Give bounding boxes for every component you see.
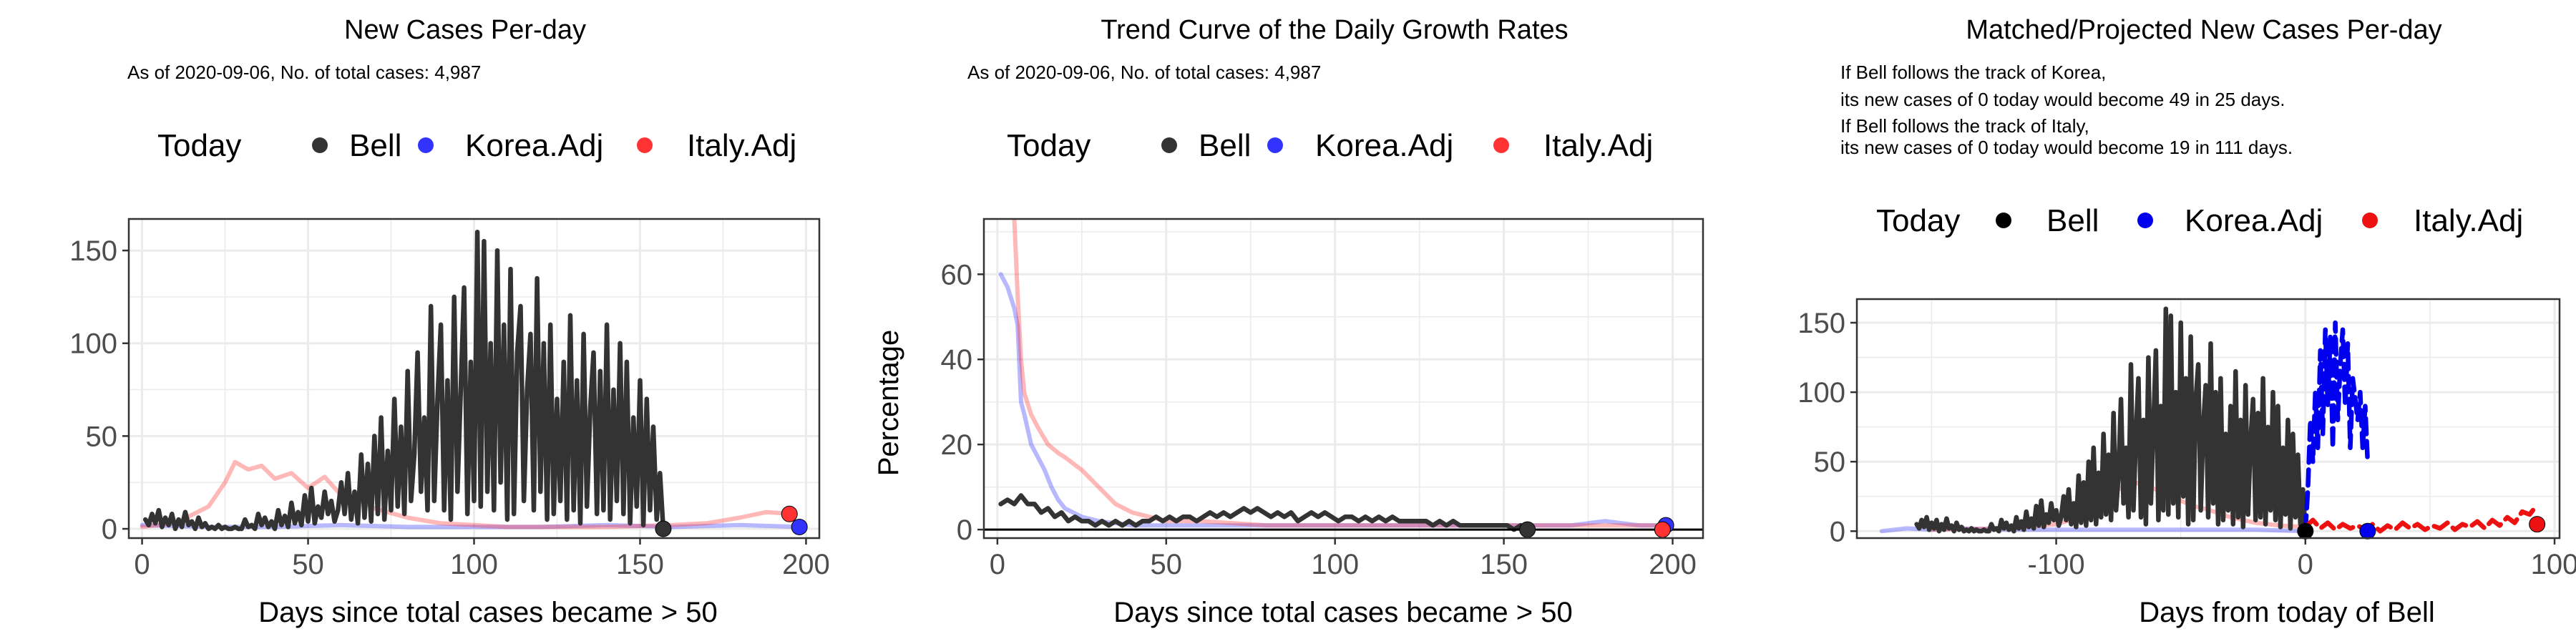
chart-1-x-tick-label: 0 xyxy=(134,549,150,580)
chart-2-legend-bell-key xyxy=(1161,137,1177,153)
chart-2-legend-bell-label: Bell xyxy=(1199,128,1251,163)
chart-1-y-tick-label: 0 xyxy=(102,514,117,545)
chart-2-series-group xyxy=(998,219,1672,532)
chart-1-title: New Cases Per-day xyxy=(344,15,586,45)
chart-1-subtitle: As of 2020-09-06, No. of total cases: 4,… xyxy=(127,62,481,83)
chart-2-title: Trend Curve of the Daily Growth Rates xyxy=(1101,15,1568,45)
chart-3-y-tick-label: 0 xyxy=(1830,516,1845,547)
chart-3-series-group xyxy=(1879,306,2540,534)
chart-3-legend-italy-key xyxy=(2362,213,2378,228)
chart-3-subtitle-line-1: If Bell follows the track of Korea, xyxy=(1840,62,2106,83)
chart-3-series-bell-line xyxy=(1914,306,2308,534)
chart-3-x-tick-label: 100 xyxy=(2531,549,2576,580)
chart-1-legend-italy-key xyxy=(637,137,653,153)
chart-1-x-tick-label: 100 xyxy=(450,549,498,580)
chart-1-series-group xyxy=(140,229,802,532)
chart-1-legend-bell-key xyxy=(312,137,328,153)
chart-3-x-tick-label: -100 xyxy=(2028,549,2085,580)
chart-2-y-tick-label: 60 xyxy=(941,259,973,291)
chart-3-today-point-italy-proj xyxy=(2529,516,2546,533)
chart-2-plot: 0 50 100 150 200 0 20 40 60 xyxy=(941,218,1704,580)
chart-1-legend-korea-label: Korea.Adj xyxy=(465,128,603,163)
chart-1-x-tick-label: 150 xyxy=(616,549,664,580)
chart-1-x-axis-label: Days since total cases became > 50 xyxy=(258,597,717,628)
chart-2-today-point-bell xyxy=(1519,521,1536,538)
chart-2-x-tick-label: 50 xyxy=(1151,549,1183,580)
chart-2-legend-italy-label: Italy.Adj xyxy=(1543,128,1653,163)
chart-2-series-bell-line xyxy=(998,493,1530,532)
chart-2-y-axis-label: Percentage xyxy=(873,330,904,477)
chart-2-legend-italy-key xyxy=(1493,137,1509,153)
chart-1-today-point-korea xyxy=(791,518,808,535)
chart-2-legend-korea-key xyxy=(1267,137,1283,153)
chart-2-y-tick-label: 40 xyxy=(941,344,973,376)
chart-3-series-korea-proj-line xyxy=(2303,320,2371,534)
chart-2-y-tick-label: 20 xyxy=(941,429,973,461)
chart-3-panel-border xyxy=(1855,298,2561,540)
chart-3-legend-bell-label: Bell xyxy=(2046,203,2099,238)
chart-3-x-tick-label: 0 xyxy=(2298,549,2313,580)
chart-3-y-tick-label: 50 xyxy=(1814,447,1846,478)
chart-3-legend: Today Bell Korea.Adj Italy.Adj xyxy=(1876,203,2523,238)
chart-1-legend-italy-label: Italy.Adj xyxy=(687,128,796,163)
chart-2: Trend Curve of the Daily Growth Rates As… xyxy=(873,15,1704,628)
chart-2-x-tick-label: 100 xyxy=(1311,549,1359,580)
chart-3-legend-korea-key xyxy=(2137,213,2153,228)
chart-2-series-korea-line xyxy=(998,272,1672,528)
chart-3-y-tick-label: 150 xyxy=(1797,308,1845,339)
chart-3-plot: -100 0 100 0 50 100 150 xyxy=(1797,298,2576,580)
chart-3-today-point-bell-proj xyxy=(2297,522,2314,540)
chart-1-plot: 0 50 100 150 200 0 50 100 150 xyxy=(69,218,830,580)
chart-2-legend-korea-label: Korea.Adj xyxy=(1315,128,1453,163)
chart-3-legend-bell-key xyxy=(1996,213,2011,228)
chart-1-y-tick-label: 150 xyxy=(69,235,117,267)
chart-2-legend: Today Bell Korea.Adj Italy.Adj xyxy=(1007,128,1653,163)
chart-3-series-korea-line xyxy=(1879,526,2308,534)
chart-1-x-tick-label: 50 xyxy=(292,549,324,580)
chart-3-subtitle-line-2: its new cases of 0 today would become 49… xyxy=(1840,89,2285,110)
chart-3: Matched/Projected New Cases Per-day If B… xyxy=(1797,15,2576,628)
chart-3-legend-italy-label: Italy.Adj xyxy=(2414,203,2523,238)
chart-1-series-bell-line xyxy=(142,229,666,532)
chart-1-legend: Today Bell Korea.Adj Italy.Adj xyxy=(157,128,796,163)
chart-2-x-axis-label: Days since total cases became > 50 xyxy=(1113,597,1572,628)
chart-2-legend-title: Today xyxy=(1007,128,1091,163)
chart-1-x-tick-label: 200 xyxy=(782,549,830,580)
chart-1-today-point-italy xyxy=(781,505,798,522)
chart-2-panel-border xyxy=(982,218,1704,540)
chart-2-today-point-italy xyxy=(1654,521,1671,538)
chart-3-series-italy-proj-line xyxy=(2303,502,2540,534)
chart-1-legend-bell-label: Bell xyxy=(349,128,401,163)
chart-3-title: Matched/Projected New Cases Per-day xyxy=(1966,15,2441,45)
chart-2-y-tick-label: 0 xyxy=(957,514,972,546)
chart-1: New Cases Per-day As of 2020-09-06, No. … xyxy=(69,15,830,628)
chart-2-series-italy-line xyxy=(1012,219,1672,528)
chart-1-legend-title: Today xyxy=(157,128,241,163)
chart-2-x-tick-label: 200 xyxy=(1649,549,1697,580)
chart-2-x-tick-label: 0 xyxy=(990,549,1005,580)
chart-1-y-tick-label: 50 xyxy=(86,421,118,452)
chart-2-subtitle: As of 2020-09-06, No. of total cases: 4,… xyxy=(967,62,1321,83)
chart-3-today-point-korea-proj xyxy=(2359,522,2376,540)
chart-1-panel-border xyxy=(127,218,821,540)
chart-3-legend-title: Today xyxy=(1876,203,1960,238)
chart-3-subtitle-line-4: its new cases of 0 today would become 19… xyxy=(1840,137,2293,158)
chart-2-x-tick-label: 150 xyxy=(1480,549,1528,580)
chart-3-subtitle-line-3: If Bell follows the track of Italy, xyxy=(1840,115,2089,137)
chart-3-y-tick-label: 100 xyxy=(1797,377,1845,409)
chart-3-legend-korea-label: Korea.Adj xyxy=(2185,203,2323,238)
chart-3-x-axis-label: Days from today of Bell xyxy=(2139,597,2435,628)
chart-1-legend-korea-key xyxy=(418,137,434,153)
chart-1-today-point-bell xyxy=(655,520,672,537)
chart-1-y-tick-label: 100 xyxy=(69,328,117,360)
